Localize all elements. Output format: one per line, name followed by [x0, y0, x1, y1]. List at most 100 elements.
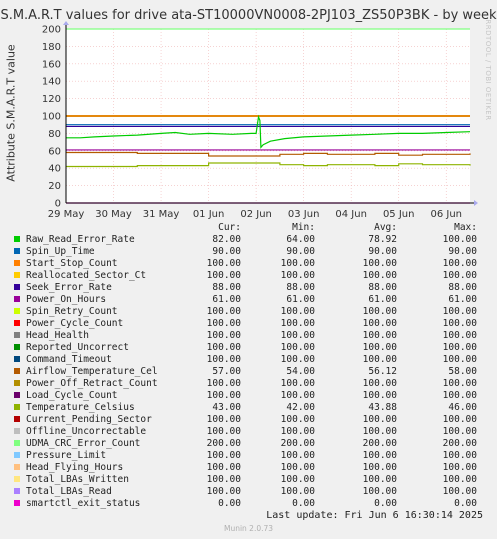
legend-row: Reported_Uncorrect 100.00 100.00 100.00 100.…	[0, 342, 497, 354]
legend-series-name: Power_On_Hours	[26, 294, 107, 305]
legend-avg-value: 100.00	[362, 330, 397, 341]
x-tick-label: 02 Jun	[240, 209, 272, 220]
y-axis-label-box: Attribute S.M.A.R.T value	[3, 22, 19, 204]
legend-min-value: 0.00	[292, 498, 315, 509]
legend-swatch	[14, 320, 20, 326]
legend-row: Airflow_Temperature_Cel 57.00 54.00 56.12 58…	[0, 366, 497, 378]
legend-min-value: 100.00	[280, 462, 315, 473]
legend-avg-value: 100.00	[362, 426, 397, 437]
y-tick-label: 100	[42, 112, 61, 123]
legend-max-value: 61.00	[448, 294, 477, 305]
legend-avg-value: 100.00	[362, 378, 397, 389]
legend-avg-value: 0.00	[374, 498, 397, 509]
legend-min-value: 88.00	[286, 282, 315, 293]
legend-avg-value: 100.00	[362, 486, 397, 497]
legend-avg-value: 100.00	[362, 306, 397, 317]
x-tick-label: 29 May	[48, 209, 85, 220]
rrdtool-watermark: RRDTOOL / TOBI OETIKER	[484, 19, 492, 121]
legend-avg-value: 100.00	[362, 474, 397, 485]
legend-swatch	[14, 344, 20, 350]
legend-swatch	[14, 476, 20, 482]
y-tick-label: 160	[42, 59, 61, 70]
legend-max-value: 100.00	[442, 270, 477, 281]
legend-row: Load_Cycle_Count 100.00 100.00 100.00 100.00	[0, 390, 497, 402]
legend-avg-value: 100.00	[362, 462, 397, 473]
legend-min-value: 100.00	[280, 354, 315, 365]
chart-title: S.M.A.R.T values for drive ata-ST10000VN…	[0, 8, 497, 23]
legend-max-value: 88.00	[448, 282, 477, 293]
x-axis-arrow	[474, 200, 478, 206]
legend-cur-value: 43.00	[212, 402, 241, 413]
legend-min-value: 64.00	[286, 234, 315, 245]
legend-cur-value: 100.00	[206, 330, 241, 341]
legend-cur-value: 82.00	[212, 234, 241, 245]
legend-swatch	[14, 440, 20, 446]
series-line	[66, 151, 471, 157]
legend-max-value: 100.00	[442, 450, 477, 461]
legend-series-name: Temperature_Celsius	[26, 402, 135, 413]
legend-header-avg: Avg:	[374, 222, 397, 233]
legend-header-max: Max:	[454, 222, 477, 233]
legend-series-name: Start_Stop_Count	[26, 258, 118, 269]
legend-row: Head_Health 100.00 100.00 100.00 100.00	[0, 330, 497, 342]
y-axis-arrow	[63, 21, 69, 25]
legend-avg-value: 200.00	[362, 438, 397, 449]
legend-max-value: 100.00	[442, 426, 477, 437]
legend-series-name: Head_Flying_Hours	[26, 462, 124, 473]
legend-cur-value: 100.00	[206, 306, 241, 317]
legend-min-value: 100.00	[280, 390, 315, 401]
legend-max-value: 100.00	[442, 474, 477, 485]
legend-swatch	[14, 260, 20, 266]
legend-row: Total_LBAs_Read 100.00 100.00 100.00 100.00	[0, 486, 497, 498]
x-tick-label: 05 Jun	[383, 209, 415, 220]
legend-swatch	[14, 332, 20, 338]
y-tick-label: 0	[55, 199, 61, 210]
legend-cur-value: 100.00	[206, 342, 241, 353]
legend-row: smartctl_exit_status 0.00 0.00 0.00 0.00	[0, 498, 497, 510]
legend-cur-value: 100.00	[206, 378, 241, 389]
legend-cur-value: 100.00	[206, 426, 241, 437]
legend-series-name: Seek_Error_Rate	[26, 282, 112, 293]
legend-min-value: 100.00	[280, 450, 315, 461]
legend-series-name: Load_Cycle_Count	[26, 390, 118, 401]
legend-min-value: 100.00	[280, 426, 315, 437]
legend-series-name: Raw_Read_Error_Rate	[26, 234, 135, 245]
legend-avg-value: 100.00	[362, 258, 397, 269]
legend-row: Power_Off_Retract_Count 100.00 100.00 100.0…	[0, 378, 497, 390]
legend-series-name: Pressure_Limit	[26, 450, 107, 461]
legend-swatch	[14, 308, 20, 314]
legend-row: Temperature_Celsius 43.00 42.00 43.88 46.00	[0, 402, 497, 414]
legend-header: Cur: Min: Avg: Max:	[0, 222, 497, 234]
legend-avg-value: 90.00	[368, 246, 397, 257]
legend-swatch	[14, 368, 20, 374]
y-tick-label: 200	[42, 25, 61, 36]
legend-avg-value: 100.00	[362, 318, 397, 329]
legend-max-value: 90.00	[448, 246, 477, 257]
x-tick-label: 06 Jun	[430, 209, 462, 220]
y-tick-label: 140	[42, 77, 61, 88]
legend-max-value: 100.00	[442, 414, 477, 425]
legend-avg-value: 88.00	[368, 282, 397, 293]
legend-swatch	[14, 296, 20, 302]
legend-min-value: 100.00	[280, 306, 315, 317]
chart-plot: 0 20 40 60 80 100 120 140 160 180 200 29 May 30 May 3…	[42, 21, 478, 220]
legend-max-value: 100.00	[442, 234, 477, 245]
y-tick-label: 20	[48, 181, 61, 192]
x-tick-label: 03 Jun	[288, 209, 320, 220]
legend-min-value: 200.00	[280, 438, 315, 449]
legend-max-value: 100.00	[442, 258, 477, 269]
legend-row: Reallocated_Sector_Ct 100.00 100.00 100.00 1…	[0, 270, 497, 282]
legend-series-name: Spin_Up_Time	[26, 246, 95, 257]
legend-series-name: Power_Off_Retract_Count	[26, 378, 158, 389]
legend-min-value: 90.00	[286, 246, 315, 257]
legend-swatch	[14, 488, 20, 494]
legend-min-value: 100.00	[280, 258, 315, 269]
legend-row: Pressure_Limit 100.00 100.00 100.00 100.00	[0, 450, 497, 462]
y-tick-label: 80	[48, 129, 61, 140]
legend-max-value: 200.00	[442, 438, 477, 449]
legend-max-value: 100.00	[442, 378, 477, 389]
legend-min-value: 100.00	[280, 342, 315, 353]
legend-swatch	[14, 392, 20, 398]
legend-avg-value: 100.00	[362, 354, 397, 365]
legend-min-value: 100.00	[280, 270, 315, 281]
